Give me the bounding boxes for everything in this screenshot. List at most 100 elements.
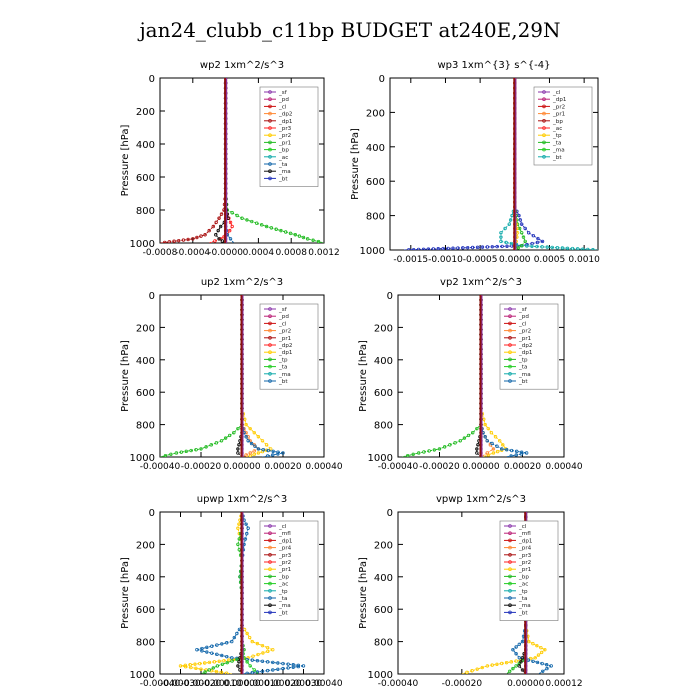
series-marker (525, 242, 529, 247)
series-marker (510, 448, 514, 453)
series-marker (228, 220, 233, 225)
legend-marker (268, 567, 272, 571)
series-marker (305, 237, 310, 241)
legend-marker (508, 321, 512, 326)
series-marker (260, 659, 265, 663)
legend-entry: _cl (278, 524, 287, 530)
series-marker (301, 235, 306, 240)
series-marker (505, 244, 509, 248)
legend-entry: _dp1 (278, 119, 293, 125)
y-tick-label: 0 (149, 291, 155, 302)
series-marker (250, 639, 254, 644)
series-line-pr1 (241, 295, 272, 457)
legend-entry: _pr2 (518, 560, 531, 566)
series-marker (249, 441, 254, 446)
series-marker (230, 656, 234, 660)
series-marker (296, 664, 301, 669)
x-tick-label: -0.00040 (140, 462, 181, 472)
legend-entry: _ta (552, 140, 561, 146)
legend-marker (542, 97, 546, 101)
series-marker (199, 447, 203, 451)
legend-entry: _pr4 (518, 546, 532, 552)
series-marker (491, 447, 496, 451)
series-marker (495, 662, 499, 666)
y-tick-label: 1000 (130, 670, 155, 681)
panel-title: wp2 1xm^2/s^3 (200, 60, 284, 71)
series-line-tp (241, 295, 284, 457)
series-marker (486, 426, 490, 431)
series-marker (246, 526, 250, 530)
series-marker (475, 426, 479, 431)
legend-entry: _ta (518, 596, 527, 602)
series-marker (426, 247, 431, 250)
series-marker (252, 449, 256, 453)
series-marker (520, 639, 525, 644)
series-marker (235, 657, 239, 662)
y-tick-label: 0 (149, 508, 155, 519)
legend-entry: _bt (552, 155, 562, 161)
series-marker (188, 663, 192, 667)
x-tick-label: 0.0000 (499, 255, 531, 265)
series-marker (521, 235, 526, 239)
series-marker (265, 454, 270, 457)
series-marker (244, 435, 248, 439)
x-tick-label: 0.00012 (545, 679, 582, 689)
legend-marker (508, 560, 512, 564)
legend-marker (268, 371, 272, 376)
series-marker (301, 664, 306, 668)
series-marker (269, 226, 274, 230)
legend-entry: _tp (278, 589, 288, 595)
series-marker (540, 239, 545, 244)
series-marker (255, 641, 260, 646)
legend-entry: _bp (278, 148, 289, 154)
series-marker (550, 245, 554, 250)
legend-marker (508, 371, 512, 376)
series-marker (499, 239, 503, 244)
y-tick-label: 200 (366, 108, 385, 119)
series-marker (265, 660, 270, 664)
series-marker (236, 664, 240, 668)
legend-marker (268, 343, 272, 347)
series-marker (591, 248, 595, 250)
series-marker (276, 450, 280, 454)
legend-entry: _cl (552, 90, 561, 96)
series-marker (524, 451, 529, 455)
series-marker (215, 643, 219, 647)
x-tick-label: 0.00030 (285, 679, 322, 689)
y-tick-label: 1000 (368, 453, 393, 464)
series-marker (281, 666, 285, 671)
legend-entry: _tp (278, 357, 288, 363)
legend-entry: _dp2 (278, 112, 292, 118)
legend-marker (542, 126, 546, 130)
legend-entry: _ta (518, 365, 527, 371)
series-marker (495, 449, 500, 454)
series-marker (514, 449, 519, 454)
legend-entry: _pr2 (518, 329, 531, 335)
series-marker (458, 439, 462, 443)
series-marker (519, 452, 524, 456)
y-tick-label: 800 (136, 206, 155, 217)
series-marker (565, 246, 570, 250)
series-marker (431, 247, 436, 250)
legend-marker (542, 90, 546, 94)
series-marker (245, 531, 249, 536)
series-marker (266, 649, 270, 654)
series-marker (509, 454, 513, 457)
series-line-dp1 (160, 78, 227, 243)
series-marker (476, 443, 480, 447)
legend-marker (268, 321, 272, 326)
y-tick-label: 600 (136, 173, 155, 184)
x-tick-label: -0.00040 (140, 679, 181, 689)
series-marker (236, 451, 240, 455)
series-marker (427, 449, 431, 453)
y-tick-label: 1000 (360, 246, 385, 257)
series-marker (236, 526, 240, 530)
legend-entry: _pr2 (278, 329, 291, 335)
series-marker (204, 445, 208, 449)
legend-marker (268, 307, 272, 311)
series-marker (286, 666, 290, 670)
series-marker (227, 228, 232, 233)
legend-marker (508, 603, 512, 607)
series-marker (511, 666, 515, 671)
